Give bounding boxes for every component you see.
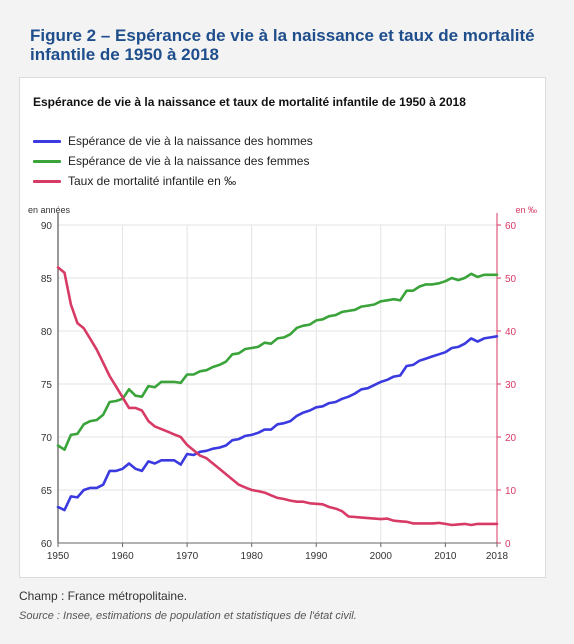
y-right-tick-label: 20 [505, 433, 517, 444]
y-right-axis-label: en ‰ [515, 205, 537, 215]
y-left-tick-label: 80 [41, 327, 53, 338]
series-line-men [56, 334, 499, 512]
legend-label-infant-mortality: Taux de mortalité infantile en ‰ [68, 174, 237, 188]
x-tick-label: 2018 [486, 551, 509, 562]
y-right-tick-label: 30 [505, 380, 517, 391]
x-tick-label: 1950 [47, 551, 70, 562]
y-right-tick-label: 60 [505, 221, 517, 232]
series-line-infant-mortality [56, 266, 499, 527]
y-left-tick-label: 60 [41, 539, 53, 550]
chart-title: Espérance de vie à la naissance et taux … [33, 95, 466, 109]
legend-swatch-men [33, 139, 61, 143]
y-left-tick-label: 90 [41, 221, 53, 232]
legend-swatch-women [33, 159, 61, 163]
x-tick-label: 1960 [111, 551, 134, 562]
legend-label-men: Espérance de vie à la naissance des homm… [68, 134, 313, 148]
y-left-tick-label: 85 [41, 274, 53, 285]
chart-card: Espérance de vie à la naissance et taux … [19, 77, 546, 578]
y-right-tick-label: 50 [505, 274, 517, 285]
legend-swatch-infant-mortality [33, 179, 61, 183]
y-right-tick-label: 40 [505, 327, 517, 338]
figure-title: Figure 2 – Espérance de vie à la naissan… [30, 26, 535, 64]
chart-legend: Espérance de vie à la naissance des homm… [33, 131, 313, 191]
x-tick-label: 1990 [305, 551, 328, 562]
y-left-tick-label: 75 [41, 380, 53, 391]
legend-item-infant-mortality: Taux de mortalité infantile en ‰ [33, 171, 313, 191]
legend-label-women: Espérance de vie à la naissance des femm… [68, 154, 310, 168]
x-tick-label: 2000 [370, 551, 393, 562]
y-right-tick-label: 10 [505, 486, 517, 497]
series-line-women [56, 272, 499, 452]
source-note: Source : Insee, estimations de populatio… [19, 610, 357, 622]
y-right-tick-label: 0 [505, 539, 511, 550]
x-tick-label: 1980 [241, 551, 264, 562]
champ-note: Champ : France métropolitaine. [19, 589, 188, 603]
y-left-tick-label: 65 [41, 486, 53, 497]
x-tick-label: 2010 [434, 551, 457, 562]
y-left-axis-label: en années [28, 205, 71, 215]
legend-item-men: Espérance de vie à la naissance des homm… [33, 131, 313, 151]
y-left-tick-label: 70 [41, 433, 53, 444]
x-tick-label: 1970 [176, 551, 199, 562]
legend-item-women: Espérance de vie à la naissance des femm… [33, 151, 313, 171]
